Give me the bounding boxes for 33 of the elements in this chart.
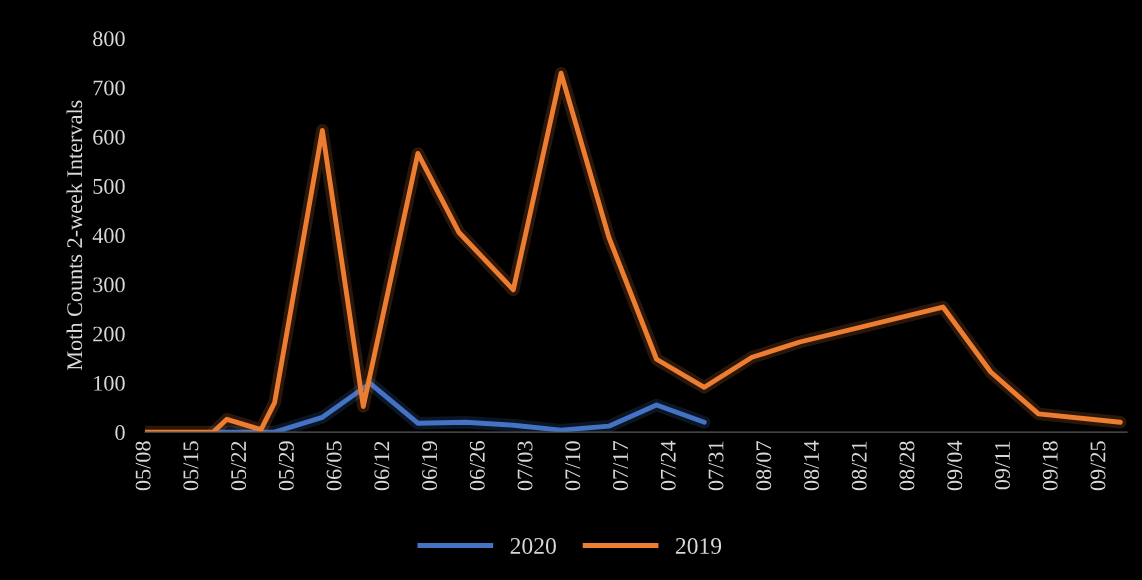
y-tick-label: 600: [93, 129, 125, 145]
x-tick-label: 08/21: [851, 441, 867, 491]
y-tick-label: 500: [93, 178, 125, 194]
legend-label: 2019: [675, 538, 722, 554]
x-tick-label: 08/07: [756, 441, 772, 491]
y-tick-label: 700: [93, 80, 125, 96]
x-tick-label: 09/18: [1042, 441, 1058, 491]
x-tick-label: 09/25: [1090, 441, 1106, 491]
x-tick-label: 07/03: [517, 441, 533, 491]
y-tick-label: 0: [115, 425, 125, 441]
x-tick-label: 06/19: [422, 441, 438, 491]
y-tick-label: 300: [93, 277, 125, 293]
x-tick-label: 05/15: [183, 441, 199, 491]
y-tick-label: 200: [93, 326, 125, 342]
x-tick-label: 06/26: [469, 441, 485, 491]
x-tick-label: 07/10: [565, 441, 581, 491]
x-tick-label: 09/04: [947, 440, 963, 491]
x-tick-label: 07/31: [708, 441, 724, 491]
x-tick-label: 06/12: [374, 441, 390, 491]
y-tick-label: 400: [92, 228, 125, 244]
x-tick-label: 07/17: [613, 441, 629, 491]
x-tick-label: 08/14: [803, 440, 819, 491]
y-tick-label: 100: [94, 375, 125, 391]
x-tick-label: 06/05: [326, 441, 342, 491]
x-tick-label: 07/24: [660, 440, 676, 491]
y-tick-label: 800: [93, 31, 125, 47]
legend-label: 2020: [510, 538, 556, 554]
x-tick-label: 08/28: [899, 441, 915, 491]
x-tick-label: 05/08: [135, 441, 151, 491]
x-tick-label: 09/11: [994, 441, 1010, 490]
x-tick-label: 05/29: [278, 441, 294, 491]
x-tick-label: 05/22: [231, 441, 247, 491]
y-axis-title: Moth Counts 2-week Intervals: [66, 100, 83, 371]
